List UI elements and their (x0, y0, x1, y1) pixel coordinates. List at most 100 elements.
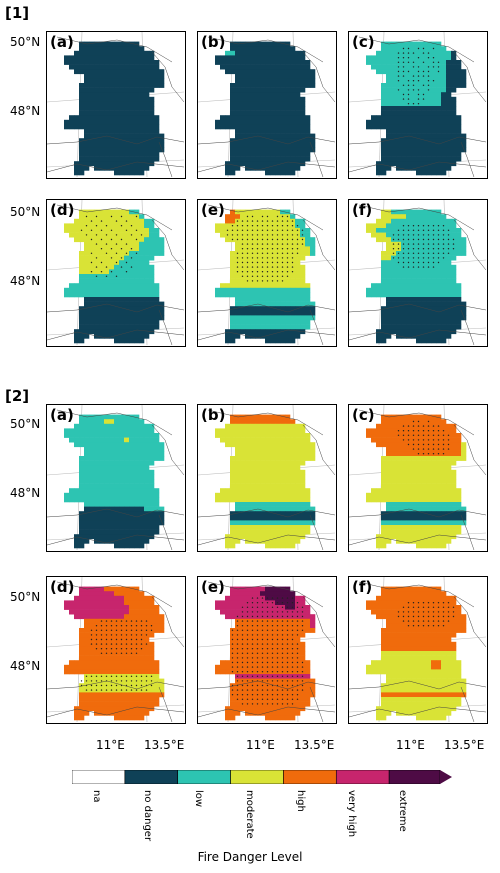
grid-cell (285, 96, 291, 102)
grid-cell (300, 101, 306, 107)
significance-dot (412, 439, 415, 441)
grid-cell (265, 506, 271, 512)
grid-cell (436, 83, 442, 88)
grid-cell (401, 214, 407, 220)
grid-cell (245, 320, 251, 325)
grid-cell (391, 423, 397, 429)
grid-cell (129, 110, 135, 116)
grid-cell (79, 83, 85, 88)
grid-cell (456, 152, 462, 157)
grid-cell (154, 520, 160, 526)
grid-cell (421, 64, 427, 70)
significance-dot (437, 243, 440, 245)
grid-cell (421, 306, 427, 312)
grid-cell (300, 497, 306, 503)
significance-dot (407, 266, 410, 268)
grid-cell (89, 133, 95, 139)
grid-cell (270, 329, 276, 335)
grid-cell (431, 306, 437, 312)
grid-cell (139, 423, 145, 429)
grid-cell (119, 278, 125, 284)
grid-cell (154, 529, 160, 535)
grid-cell (79, 646, 85, 652)
grid-cell (235, 287, 241, 293)
grid-cell (421, 274, 427, 279)
significance-dot (407, 430, 410, 432)
grid-cell (446, 525, 452, 530)
grid-cell (139, 437, 145, 443)
grid-cell (260, 446, 266, 452)
grid-cell (275, 69, 281, 75)
grid-cell (416, 297, 422, 302)
grid-cell (99, 119, 105, 125)
grid-cell (94, 511, 100, 517)
grid-cell (250, 511, 256, 517)
grid-cell (381, 292, 387, 298)
grid-cell (94, 119, 100, 125)
grid-cell (230, 147, 236, 153)
grid-cell (421, 506, 427, 512)
grid-cell (240, 488, 246, 494)
grid-cell (310, 446, 316, 452)
grid-cell (104, 269, 110, 275)
significance-dot (427, 89, 430, 91)
grid-cell (99, 255, 105, 261)
grid-cell (381, 251, 387, 256)
grid-cell (89, 115, 95, 121)
grid-cell (139, 315, 145, 321)
grid-cell (386, 147, 392, 153)
grid-cell (119, 511, 125, 517)
grid-cell (144, 292, 150, 298)
grid-cell (416, 129, 422, 134)
grid-cell (270, 152, 276, 157)
grid-cell (250, 306, 256, 312)
significance-dot (281, 257, 284, 259)
grid-cell (396, 278, 402, 284)
grid-cell (386, 283, 392, 289)
grid-cell (69, 488, 75, 494)
grid-cell (159, 301, 165, 307)
grid-cell (280, 138, 286, 144)
significance-dot (412, 252, 415, 254)
grid-cell (139, 92, 145, 98)
grid-cell (94, 78, 100, 84)
grid-cell (84, 278, 90, 284)
grid-cell (89, 446, 95, 452)
grid-cell (255, 502, 261, 507)
grid-cell (401, 483, 407, 489)
grid-cell (114, 483, 120, 489)
grid-cell (134, 655, 140, 661)
grid-cell (305, 119, 311, 125)
grid-cell (149, 138, 155, 144)
grid-cell (250, 96, 256, 102)
grid-cell (386, 60, 392, 65)
grid-cell (124, 223, 130, 229)
grid-cell (84, 474, 90, 480)
grid-cell (69, 497, 75, 503)
grid-cell (129, 87, 135, 93)
grid-cell (129, 119, 135, 125)
grid-cell (260, 209, 266, 215)
grid-cell (109, 609, 115, 615)
grid-cell (421, 543, 427, 549)
grid-cell (230, 170, 236, 176)
grid-cell (396, 41, 402, 47)
grid-cell (446, 283, 452, 289)
grid-cell (290, 488, 296, 494)
grid-cell (74, 292, 80, 298)
grid-cell (411, 538, 417, 544)
grid-cell (411, 506, 417, 512)
grid-cell (451, 515, 457, 521)
grid-cell (436, 269, 442, 275)
map-panel: (f) (348, 199, 488, 347)
significance-dot (261, 220, 264, 222)
grid-cell (220, 497, 226, 503)
grid-cell (285, 502, 291, 507)
grid-cell (376, 223, 382, 229)
grid-cell (260, 60, 266, 65)
grid-cell (129, 278, 135, 284)
grid-cell (114, 301, 120, 307)
grid-cell (270, 96, 276, 102)
border-line (198, 161, 335, 173)
grid-cell (295, 442, 301, 448)
